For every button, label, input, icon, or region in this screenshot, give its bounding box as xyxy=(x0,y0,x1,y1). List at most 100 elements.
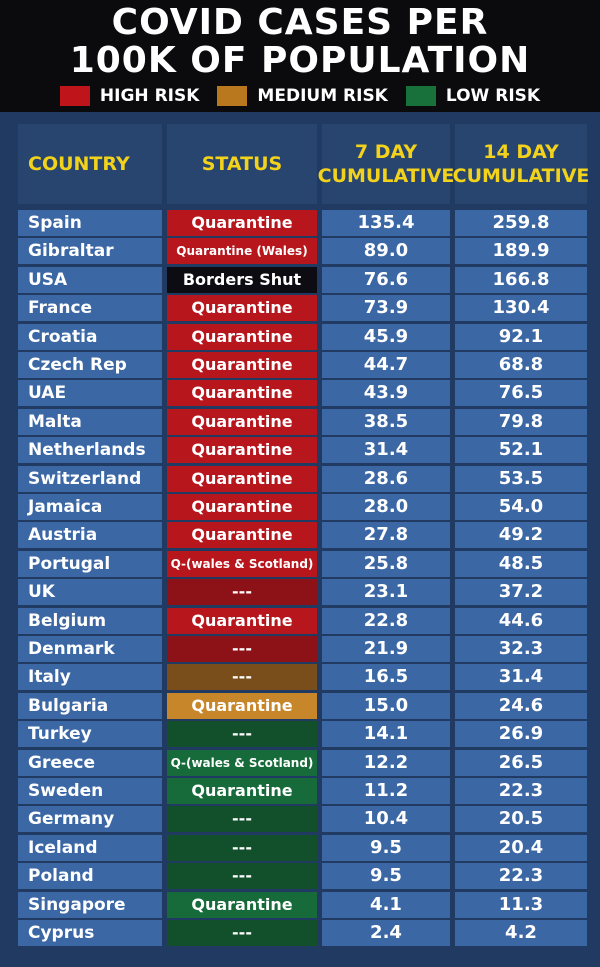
country-cell: Denmark xyxy=(18,636,162,662)
status-cell: Quarantine xyxy=(167,437,317,463)
fourteen-day-cell: 76.5 xyxy=(455,380,587,406)
status-cell: Q-(wales & Scotland) xyxy=(167,750,317,776)
table-row: Iceland --- 9.5 20.4 xyxy=(0,835,600,861)
seven-day-cell: 28.6 xyxy=(322,466,450,492)
seven-day-cell: 22.8 xyxy=(322,608,450,634)
seven-day-cell: 9.5 xyxy=(322,863,450,889)
status-cell: Quarantine xyxy=(167,608,317,634)
table-row: Switzerland Quarantine 28.6 53.5 xyxy=(0,466,600,492)
country-cell: France xyxy=(18,295,162,321)
seven-day-cell: 21.9 xyxy=(322,636,450,662)
legend-label-medium: MEDIUM RISK xyxy=(257,86,388,106)
fourteen-day-cell: 4.2 xyxy=(455,920,587,946)
country-cell: Turkey xyxy=(18,721,162,747)
column-header-14day-label: 14 DAY CUMULATIVE xyxy=(452,141,590,187)
column-header-7day-label: 7 DAY CUMULATIVE xyxy=(317,141,455,187)
legend-swatch-low xyxy=(405,86,436,106)
table-row: UAE Quarantine 43.9 76.5 xyxy=(0,380,600,406)
legend-item-high: HIGH RISK xyxy=(59,86,199,106)
fourteen-day-cell: 49.2 xyxy=(455,522,587,548)
status-cell: Quarantine xyxy=(167,522,317,548)
column-header-status-label: STATUS xyxy=(201,153,283,175)
fourteen-day-cell: 53.5 xyxy=(455,466,587,492)
status-cell: --- xyxy=(167,579,317,605)
country-cell: Germany xyxy=(18,806,162,832)
fourteen-day-cell: 20.4 xyxy=(455,835,587,861)
seven-day-cell: 73.9 xyxy=(322,295,450,321)
seven-day-cell: 31.4 xyxy=(322,437,450,463)
seven-day-cell: 25.8 xyxy=(322,551,450,577)
fourteen-day-cell: 79.8 xyxy=(455,409,587,435)
table-row: Sweden Quarantine 11.2 22.3 xyxy=(0,778,600,804)
status-cell: --- xyxy=(167,920,317,946)
seven-day-cell: 38.5 xyxy=(322,409,450,435)
status-cell: Quarantine xyxy=(167,352,317,378)
status-cell: --- xyxy=(167,835,317,861)
fourteen-day-cell: 52.1 xyxy=(455,437,587,463)
title-line-2: 100K OF POPULATION xyxy=(69,40,531,81)
country-cell: Czech Rep xyxy=(18,352,162,378)
fourteen-day-cell: 32.3 xyxy=(455,636,587,662)
country-cell: Italy xyxy=(18,664,162,690)
status-cell: --- xyxy=(167,806,317,832)
status-cell: Quarantine xyxy=(167,210,317,236)
seven-day-cell: 11.2 xyxy=(322,778,450,804)
country-cell: Sweden xyxy=(18,778,162,804)
table-row: Czech Rep Quarantine 44.7 68.8 xyxy=(0,352,600,378)
table-row: Singapore Quarantine 4.1 11.3 xyxy=(0,892,600,918)
fourteen-day-cell: 37.2 xyxy=(455,579,587,605)
seven-day-cell: 89.0 xyxy=(322,238,450,264)
seven-day-cell: 135.4 xyxy=(322,210,450,236)
seven-day-cell: 9.5 xyxy=(322,835,450,861)
seven-day-cell: 2.4 xyxy=(322,920,450,946)
country-cell: Gibraltar xyxy=(18,238,162,264)
seven-day-cell: 12.2 xyxy=(322,750,450,776)
status-cell: Quarantine xyxy=(167,494,317,520)
fourteen-day-cell: 54.0 xyxy=(455,494,587,520)
table-row: Bulgaria Quarantine 15.0 24.6 xyxy=(0,693,600,719)
table-row: Croatia Quarantine 45.9 92.1 xyxy=(0,324,600,350)
country-cell: UAE xyxy=(18,380,162,406)
column-header-country-label: COUNTRY xyxy=(28,153,130,175)
status-cell: Quarantine (Wales) xyxy=(167,238,317,264)
table-row: Belgium Quarantine 22.8 44.6 xyxy=(0,608,600,634)
fourteen-day-cell: 259.8 xyxy=(455,210,587,236)
country-cell: USA xyxy=(18,267,162,293)
column-header-country: COUNTRY xyxy=(18,124,162,204)
country-cell: UK xyxy=(18,579,162,605)
seven-day-cell: 14.1 xyxy=(322,721,450,747)
seven-day-cell: 76.6 xyxy=(322,267,450,293)
legend-swatch-high xyxy=(59,86,90,106)
table-row: Spain Quarantine 135.4 259.8 xyxy=(0,210,600,236)
header: COVID CASES PER 100K OF POPULATION HIGH … xyxy=(0,0,600,112)
table-row: UK --- 23.1 37.2 xyxy=(0,579,600,605)
country-cell: Austria xyxy=(18,522,162,548)
table-row: USA Borders Shut 76.6 166.8 xyxy=(0,267,600,293)
country-cell: Singapore xyxy=(18,892,162,918)
status-cell: --- xyxy=(167,863,317,889)
table-row: Gibraltar Quarantine (Wales) 89.0 189.9 xyxy=(0,238,600,264)
country-cell: Croatia xyxy=(18,324,162,350)
status-cell: --- xyxy=(167,664,317,690)
country-cell: Spain xyxy=(18,210,162,236)
seven-day-cell: 4.1 xyxy=(322,892,450,918)
table-row: Greece Q-(wales & Scotland) 12.2 26.5 xyxy=(0,750,600,776)
table-row: Germany --- 10.4 20.5 xyxy=(0,806,600,832)
country-cell: Bulgaria xyxy=(18,693,162,719)
fourteen-day-cell: 22.3 xyxy=(455,778,587,804)
legend-item-low: LOW RISK xyxy=(405,86,541,106)
legend-item-medium: MEDIUM RISK xyxy=(217,86,388,106)
legend-label-low: LOW RISK xyxy=(445,86,541,106)
seven-day-cell: 44.7 xyxy=(322,352,450,378)
fourteen-day-cell: 130.4 xyxy=(455,295,587,321)
table-row: Cyprus --- 2.4 4.2 xyxy=(0,920,600,946)
table-row: Italy --- 16.5 31.4 xyxy=(0,664,600,690)
seven-day-cell: 15.0 xyxy=(322,693,450,719)
column-header-7day: 7 DAY CUMULATIVE xyxy=(318,124,454,204)
seven-day-cell: 43.9 xyxy=(322,380,450,406)
table-row: Jamaica Quarantine 28.0 54.0 xyxy=(0,494,600,520)
fourteen-day-cell: 48.5 xyxy=(455,551,587,577)
fourteen-day-cell: 189.9 xyxy=(455,238,587,264)
status-cell: Quarantine xyxy=(167,409,317,435)
status-cell: Quarantine xyxy=(167,693,317,719)
